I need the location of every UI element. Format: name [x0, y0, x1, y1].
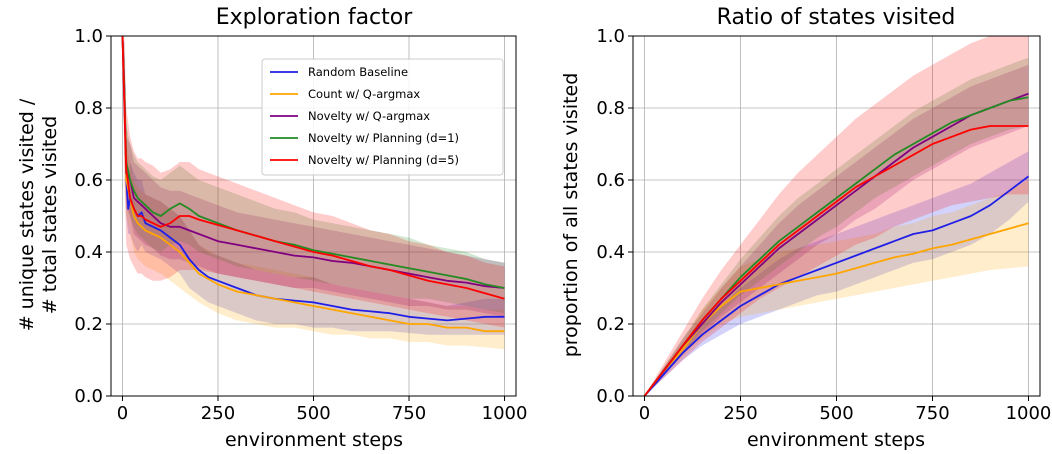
chart-title: Ratio of states visited — [717, 5, 956, 30]
confidence-band — [644, 180, 1029, 396]
y-axis-label-line-2: # total states visited — [39, 116, 61, 314]
y-tick-label: 0.0 — [596, 386, 625, 407]
confidence-band — [644, 64, 1029, 396]
y-tick-label: 0.6 — [596, 170, 625, 191]
legend-box — [261, 58, 504, 176]
y-tick-label: 0.4 — [74, 242, 103, 263]
confidence-band — [644, 57, 1029, 396]
legend-label: Novelty w/ Planning (d=5) — [308, 153, 459, 167]
x-tick-label: 500 — [296, 403, 330, 424]
legend-label: Novelty w/ Planning (d=1) — [308, 131, 459, 145]
plot-area — [121, 36, 505, 350]
x-tick-label: 500 — [819, 403, 853, 424]
series-line — [121, 36, 505, 300]
x-tick-label: 0 — [639, 403, 650, 424]
y-tick-label: 0.2 — [74, 314, 103, 335]
x-tick-label: 750 — [915, 403, 949, 424]
y-tick-label: 0.6 — [74, 170, 103, 191]
y-axis-label: proportion of all states visited — [560, 73, 582, 358]
confidence-band — [122, 36, 505, 317]
ratio-of-states-panel: Ratio of states visited environment step… — [560, 5, 1051, 451]
y-tick-label: 1.0 — [596, 26, 625, 47]
x-tick-label: 1000 — [482, 403, 528, 424]
series-line — [121, 36, 505, 289]
confidence-band — [122, 36, 505, 328]
chart-title: Exploration factor — [216, 5, 414, 30]
confidence-band — [122, 36, 505, 350]
legend-label: Novelty w/ Q-argmax — [308, 109, 430, 123]
y-tick-label: 0.8 — [74, 98, 103, 119]
y-tick-label: 0.4 — [596, 242, 625, 263]
series-line — [643, 92, 1029, 396]
x-tick-label: 750 — [392, 403, 426, 424]
plot-area — [643, 36, 1030, 396]
x-tick-label: 250 — [723, 403, 757, 424]
y-axis-label-line-1: # unique states visited / — [16, 98, 38, 331]
series-line — [643, 175, 1030, 396]
y-tick-label: 0.0 — [74, 386, 103, 407]
x-axis-label: environment steps — [747, 429, 925, 451]
series-line — [121, 36, 505, 333]
y-tick-label: 0.2 — [596, 314, 625, 335]
legend-label: Count w/ Q-argmax — [308, 87, 420, 101]
y-tick-label: 0.8 — [596, 98, 625, 119]
x-axis-label: environment steps — [225, 429, 403, 451]
series-line — [643, 125, 1029, 396]
confidence-band — [122, 36, 505, 335]
x-tick-label: 1000 — [1006, 403, 1052, 424]
y-tick-label: 1.0 — [74, 26, 103, 47]
legend-label: Random Baseline — [308, 65, 408, 79]
confidence-band — [122, 36, 505, 314]
exploration-factor-panel: Exploration factor environment steps # u… — [16, 5, 527, 451]
x-tick-label: 250 — [201, 403, 235, 424]
x-tick-label: 0 — [117, 403, 128, 424]
